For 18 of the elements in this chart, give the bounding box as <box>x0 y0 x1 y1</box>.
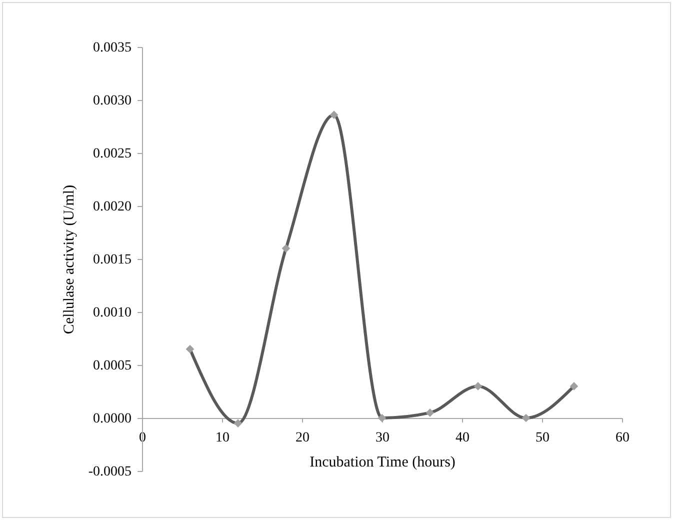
x-tick-label: 40 <box>456 430 470 446</box>
y-tick-label: -0.0005 <box>88 464 132 480</box>
y-axis-title: Cellulase activity (U/ml) <box>61 184 78 334</box>
x-tick-label: 30 <box>376 430 390 446</box>
x-axis-title: Incubation Time (hours) <box>310 454 456 470</box>
y-tick-label: 0.0025 <box>93 146 132 162</box>
x-tick-label: 0 <box>139 430 146 446</box>
y-tick-label: 0.0015 <box>93 252 132 268</box>
y-tick-label: 0.0035 <box>93 40 132 56</box>
y-tick-label: 0.0005 <box>93 358 132 374</box>
x-tick-label: 10 <box>216 430 230 446</box>
y-tick-label: 0.0030 <box>93 94 132 108</box>
y-tick-label: 0.0000 <box>93 412 132 426</box>
x-tick-label: 20 <box>296 430 310 446</box>
x-tick-label: 60 <box>616 430 630 446</box>
x-tick-label: 50 <box>536 430 550 446</box>
y-tick-label: 0.0020 <box>93 200 132 214</box>
y-tick-label: 0.0010 <box>93 306 132 320</box>
